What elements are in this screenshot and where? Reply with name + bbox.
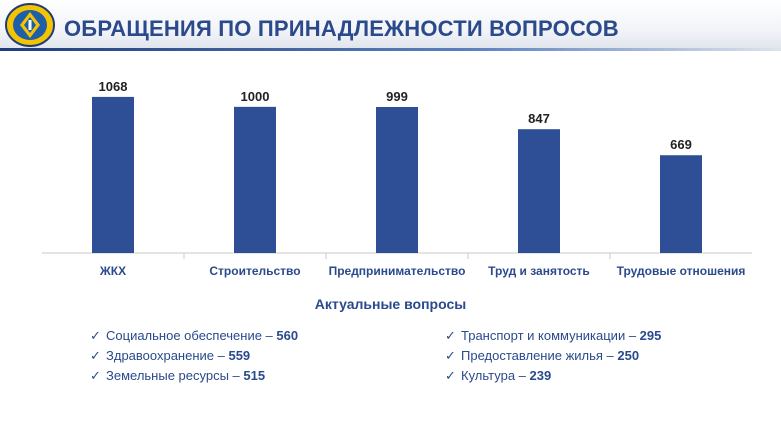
emblem-icon <box>5 3 55 47</box>
topics-list-right: ✓ Транспорт и коммуникации – 295 ✓ Предост… <box>445 328 661 388</box>
topic-label: Транспорт и коммуникации – <box>461 328 640 343</box>
topic-value: 250 <box>617 348 640 363</box>
list-item: ✓ Культура – 239 <box>445 368 661 388</box>
topic-value: 295 <box>639 328 662 343</box>
data-label: 999 <box>386 89 408 104</box>
topic-value: 560 <box>276 328 299 343</box>
bar-chart: 1068 ЖКХ 1000 Строительство 999 Предпринимате… <box>42 79 752 278</box>
list-item: ✓ Транспорт и коммуникации – 295 <box>445 328 661 348</box>
list-item: ✓ Земельные ресурсы – 515 <box>90 368 298 388</box>
topics-list-left: ✓ Социальное обеспечение – 560 ✓ Здравоохр… <box>90 328 298 388</box>
page-title: ОБРАЩЕНИЯ ПО ПРИНАДЛЕЖНОСТИ ВОПРОСОВ <box>64 16 619 41</box>
checkmark-icon: ✓ <box>445 328 456 343</box>
topic-label: Культура – <box>461 368 530 383</box>
data-label: 1000 <box>241 89 270 104</box>
checkmark-icon: ✓ <box>445 348 456 363</box>
list-item: ✓ Предоставление жилья – 250 <box>445 348 661 368</box>
bar <box>376 106 418 253</box>
category-label: ЖКХ <box>99 264 126 278</box>
checkmark-icon: ✓ <box>90 368 101 383</box>
topic-value: 559 <box>228 348 251 363</box>
topic-value: 239 <box>529 368 552 383</box>
topic-label: Социальное обеспечение – <box>106 328 277 343</box>
category-label: Строительство <box>209 264 300 278</box>
bar <box>660 155 702 253</box>
header-divider <box>0 48 781 51</box>
category-label: Предпринимательство <box>329 264 466 278</box>
category-label: Труд и занятость <box>488 264 590 278</box>
topic-label: Здравоохранение – <box>106 348 229 363</box>
bar <box>92 96 134 254</box>
checkmark-icon: ✓ <box>90 348 101 363</box>
topic-label: Предоставление жилья – <box>461 348 618 363</box>
topics-title: Актуальные вопросы <box>314 296 467 312</box>
header <box>0 0 781 50</box>
bar <box>518 129 560 253</box>
topic-value: 515 <box>243 368 266 383</box>
checkmark-icon: ✓ <box>445 368 456 383</box>
topic-label: Земельные ресурсы – <box>106 368 244 383</box>
data-label: 669 <box>670 137 692 152</box>
list-item: ✓ Социальное обеспечение – 560 <box>90 328 298 348</box>
category-label: Трудовые отношения <box>617 264 746 278</box>
checkmark-icon: ✓ <box>90 328 101 343</box>
list-item: ✓ Здравоохранение – 559 <box>90 348 298 368</box>
bar <box>234 106 276 253</box>
data-label: 1068 <box>99 79 128 94</box>
data-label: 847 <box>528 111 550 126</box>
